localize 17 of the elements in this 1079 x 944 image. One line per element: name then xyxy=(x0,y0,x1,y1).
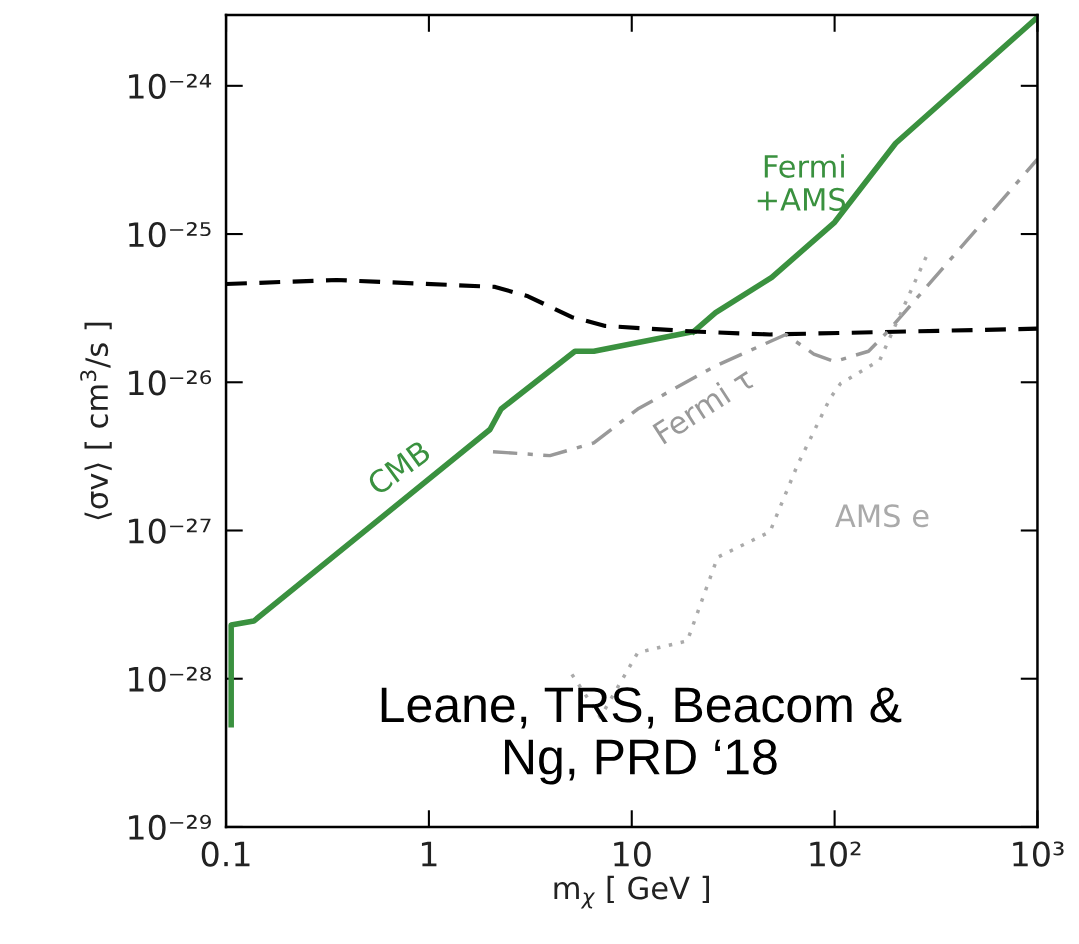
x-tick-label: 1 xyxy=(421,841,437,867)
annotation: Fermi +AMS xyxy=(757,154,846,211)
x-tick-label: 0.1 xyxy=(201,841,250,867)
y-axis-title: ⟨σv⟩ [ cm$^{3}$/s ] xyxy=(80,322,112,520)
y-tick-label: 10⁻²⁶ xyxy=(129,370,212,396)
y-tick-label: 10⁻²⁹ xyxy=(129,814,211,841)
y-tick-label: 10⁻²⁸ xyxy=(129,666,211,692)
y-tick-label: 10⁻²⁵ xyxy=(129,221,211,248)
annotation: Leane, TRS, Beacom & Ng, PRD ‘18 xyxy=(381,687,902,785)
y-tick-label: 10⁻²⁴ xyxy=(129,73,212,99)
y-tick-label: 10⁻²⁷ xyxy=(129,518,211,544)
annotation: AMS e xyxy=(835,504,929,528)
x-tick-label: 10³ xyxy=(1013,841,1064,867)
x-axis-title: m$_{χ}$ [ GeV ] xyxy=(554,875,709,909)
x-tick-label: 10² xyxy=(810,841,861,867)
annotation: CMB xyxy=(365,439,432,497)
x-tick-label: 10 xyxy=(614,841,651,867)
